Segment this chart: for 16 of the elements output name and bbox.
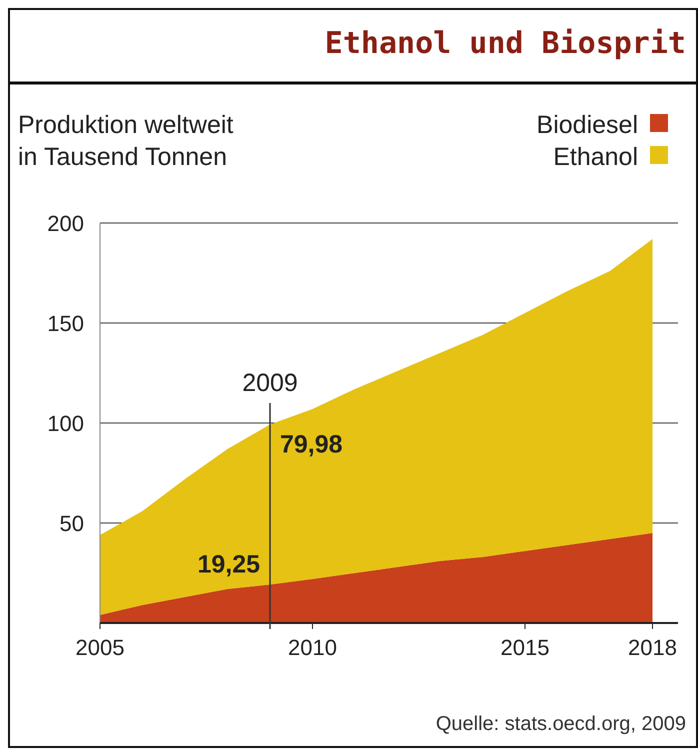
x-tick-label: 2005	[76, 635, 124, 660]
y-tick-label: 50	[60, 511, 84, 536]
ref-line-label: 2009	[242, 369, 298, 397]
chart-title: Ethanol und Biosprit	[324, 26, 686, 61]
y-tick-label: 150	[47, 311, 84, 336]
annotation: 79,98	[280, 430, 343, 459]
x-tick-label: 2010	[288, 635, 337, 660]
x-tick-label: 2015	[500, 635, 550, 660]
y-tick-label: 100	[47, 411, 84, 436]
annotation: 19,25	[197, 550, 260, 578]
source-note: Quelle: stats.oecd.org, 2009	[436, 713, 686, 735]
legend-label: Biodiesel	[536, 111, 638, 139]
y-tick-label: 200	[47, 211, 84, 236]
x-tick-label: 2018	[628, 635, 677, 660]
legend-label: Ethanol	[553, 143, 638, 171]
chart-subtitle: Produktion weltweit in Tausend Tonnen	[18, 111, 234, 171]
